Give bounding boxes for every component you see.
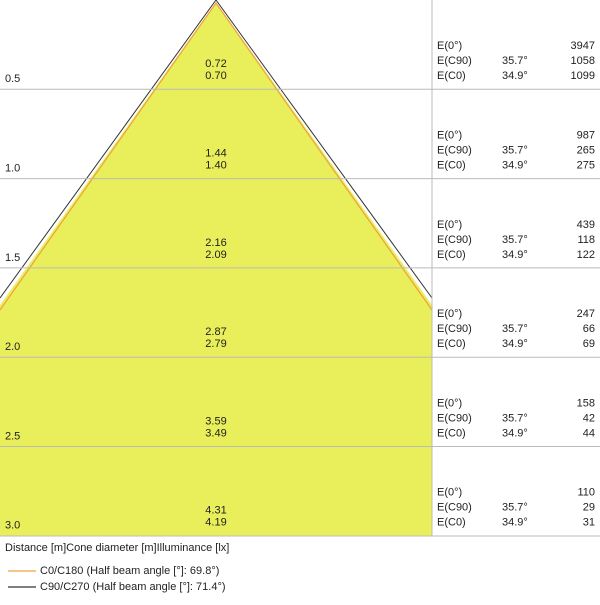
half-angle: 35.7° — [502, 234, 528, 246]
half-angle: 34.9° — [502, 249, 528, 261]
illuminance-value: 42 — [583, 412, 595, 424]
half-angle: 35.7° — [502, 55, 528, 67]
illuminance-value: 247 — [577, 308, 595, 320]
illuminance-value: 69 — [583, 338, 595, 350]
illuminance-label: E(0°) — [437, 219, 462, 231]
illuminance-label: E(C90) — [437, 502, 472, 514]
illuminance-label: E(0°) — [437, 40, 462, 52]
half-angle: 34.9° — [502, 70, 528, 82]
illuminance-label: E(C0) — [437, 249, 466, 261]
legend-label: C90/C270 (Half beam angle [°]: 71.4°) — [40, 581, 226, 593]
half-angle: 35.7° — [502, 323, 528, 335]
illuminance-label: E(C0) — [437, 427, 466, 439]
diameter: 4.19 — [205, 517, 226, 529]
diameter: 3.59 — [205, 415, 226, 427]
half-angle: 34.9° — [502, 160, 528, 172]
half-angle: 35.7° — [502, 502, 528, 514]
illuminance-label: E(0°) — [437, 130, 462, 142]
illuminance-value: 1099 — [571, 70, 595, 82]
illuminance-label: E(C90) — [437, 412, 472, 424]
illuminance-label: E(C0) — [437, 160, 466, 172]
illuminance-label: E(0°) — [437, 487, 462, 499]
footer: Distance [m]Cone diameter [m]Illuminance… — [5, 542, 229, 554]
diameter: 2.79 — [205, 338, 226, 350]
illuminance-label: E(C90) — [437, 323, 472, 335]
c90-edge — [0, 0, 433, 299]
illuminance-label: E(C0) — [437, 70, 466, 82]
c0-edge — [0, 1, 433, 311]
diameter: 3.49 — [205, 427, 226, 439]
half-angle: 35.7° — [502, 412, 528, 424]
half-angle: 34.9° — [502, 338, 528, 350]
diameter: 4.31 — [205, 505, 226, 517]
illuminance-value: 158 — [577, 397, 595, 409]
illuminance-value: 122 — [577, 249, 595, 261]
diameter: 0.70 — [205, 70, 226, 82]
diameter: 2.16 — [205, 237, 226, 249]
illuminance-label: E(0°) — [437, 308, 462, 320]
illuminance-value: 44 — [583, 427, 595, 439]
illuminance-value: 439 — [577, 219, 595, 231]
distance: 1.5 — [5, 252, 20, 264]
illuminance-value: 118 — [577, 234, 595, 246]
illuminance-label: E(C90) — [437, 145, 472, 157]
illuminance-label: E(C90) — [437, 55, 472, 67]
distance: 3.0 — [5, 520, 20, 532]
distance: 1.0 — [5, 163, 20, 175]
cone-fill — [0, 2, 432, 536]
illuminance-label: E(C90) — [437, 234, 472, 246]
half-angle: 34.9° — [502, 427, 528, 439]
illuminance-value: 31 — [583, 517, 595, 529]
illuminance-value: 29 — [583, 502, 595, 514]
distance: 0.5 — [5, 73, 20, 85]
distance: 2.0 — [5, 341, 20, 353]
half-angle: 34.9° — [502, 517, 528, 529]
illuminance-value: 1058 — [571, 55, 595, 67]
illuminance-value: 265 — [577, 145, 595, 157]
diameter: 2.87 — [205, 326, 226, 338]
diameter: 0.72 — [205, 58, 226, 70]
illuminance-label: E(C0) — [437, 338, 466, 350]
illuminance-value: 66 — [583, 323, 595, 335]
diameter: 2.09 — [205, 249, 226, 261]
illuminance-label: E(0°) — [437, 397, 462, 409]
illuminance-value: 987 — [577, 130, 595, 142]
diameter: 1.44 — [205, 148, 226, 160]
legend-label: C0/C180 (Half beam angle [°]: 69.8°) — [40, 565, 219, 577]
diameter: 1.40 — [205, 160, 226, 172]
illuminance-value: 110 — [577, 487, 595, 499]
illuminance-value: 275 — [577, 160, 595, 172]
half-angle: 35.7° — [502, 145, 528, 157]
illuminance-label: E(C0) — [437, 517, 466, 529]
distance: 2.5 — [5, 430, 20, 442]
illuminance-value: 3947 — [571, 40, 595, 52]
